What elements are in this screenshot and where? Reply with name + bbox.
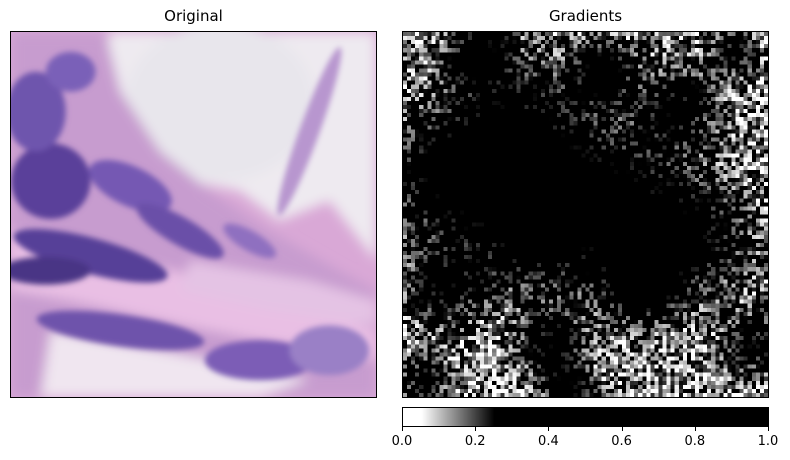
colorbar-tick (475, 427, 477, 431)
colorbar-tick-label: 0.4 (538, 434, 559, 449)
colorbar-tick-label: 0.0 (391, 434, 413, 449)
colorbar-tick (548, 427, 550, 431)
gradient-heatmap (403, 32, 768, 397)
colorbar-gradient (403, 408, 768, 426)
colorbar-tick-label: 1.0 (757, 434, 779, 449)
histology-image (11, 32, 376, 397)
colorbar-tick-label: 0.2 (464, 434, 486, 449)
original-title: Original (164, 7, 223, 25)
colorbar (402, 407, 769, 427)
colorbar-tick (768, 427, 769, 431)
colorbar-tick-label: 0.8 (684, 434, 706, 449)
gradients-title: Gradients (548, 7, 623, 25)
colorbar-tick (402, 427, 403, 431)
gradients-image (402, 31, 769, 398)
original-image (10, 31, 377, 398)
colorbar-tick-label: 0.6 (611, 434, 632, 449)
colorbar-tick (621, 427, 623, 431)
colorbar-ticks: 0.0 0.2 0.4 0.6 0.8 1.0 (392, 427, 778, 457)
colorbar-tick (694, 427, 696, 431)
